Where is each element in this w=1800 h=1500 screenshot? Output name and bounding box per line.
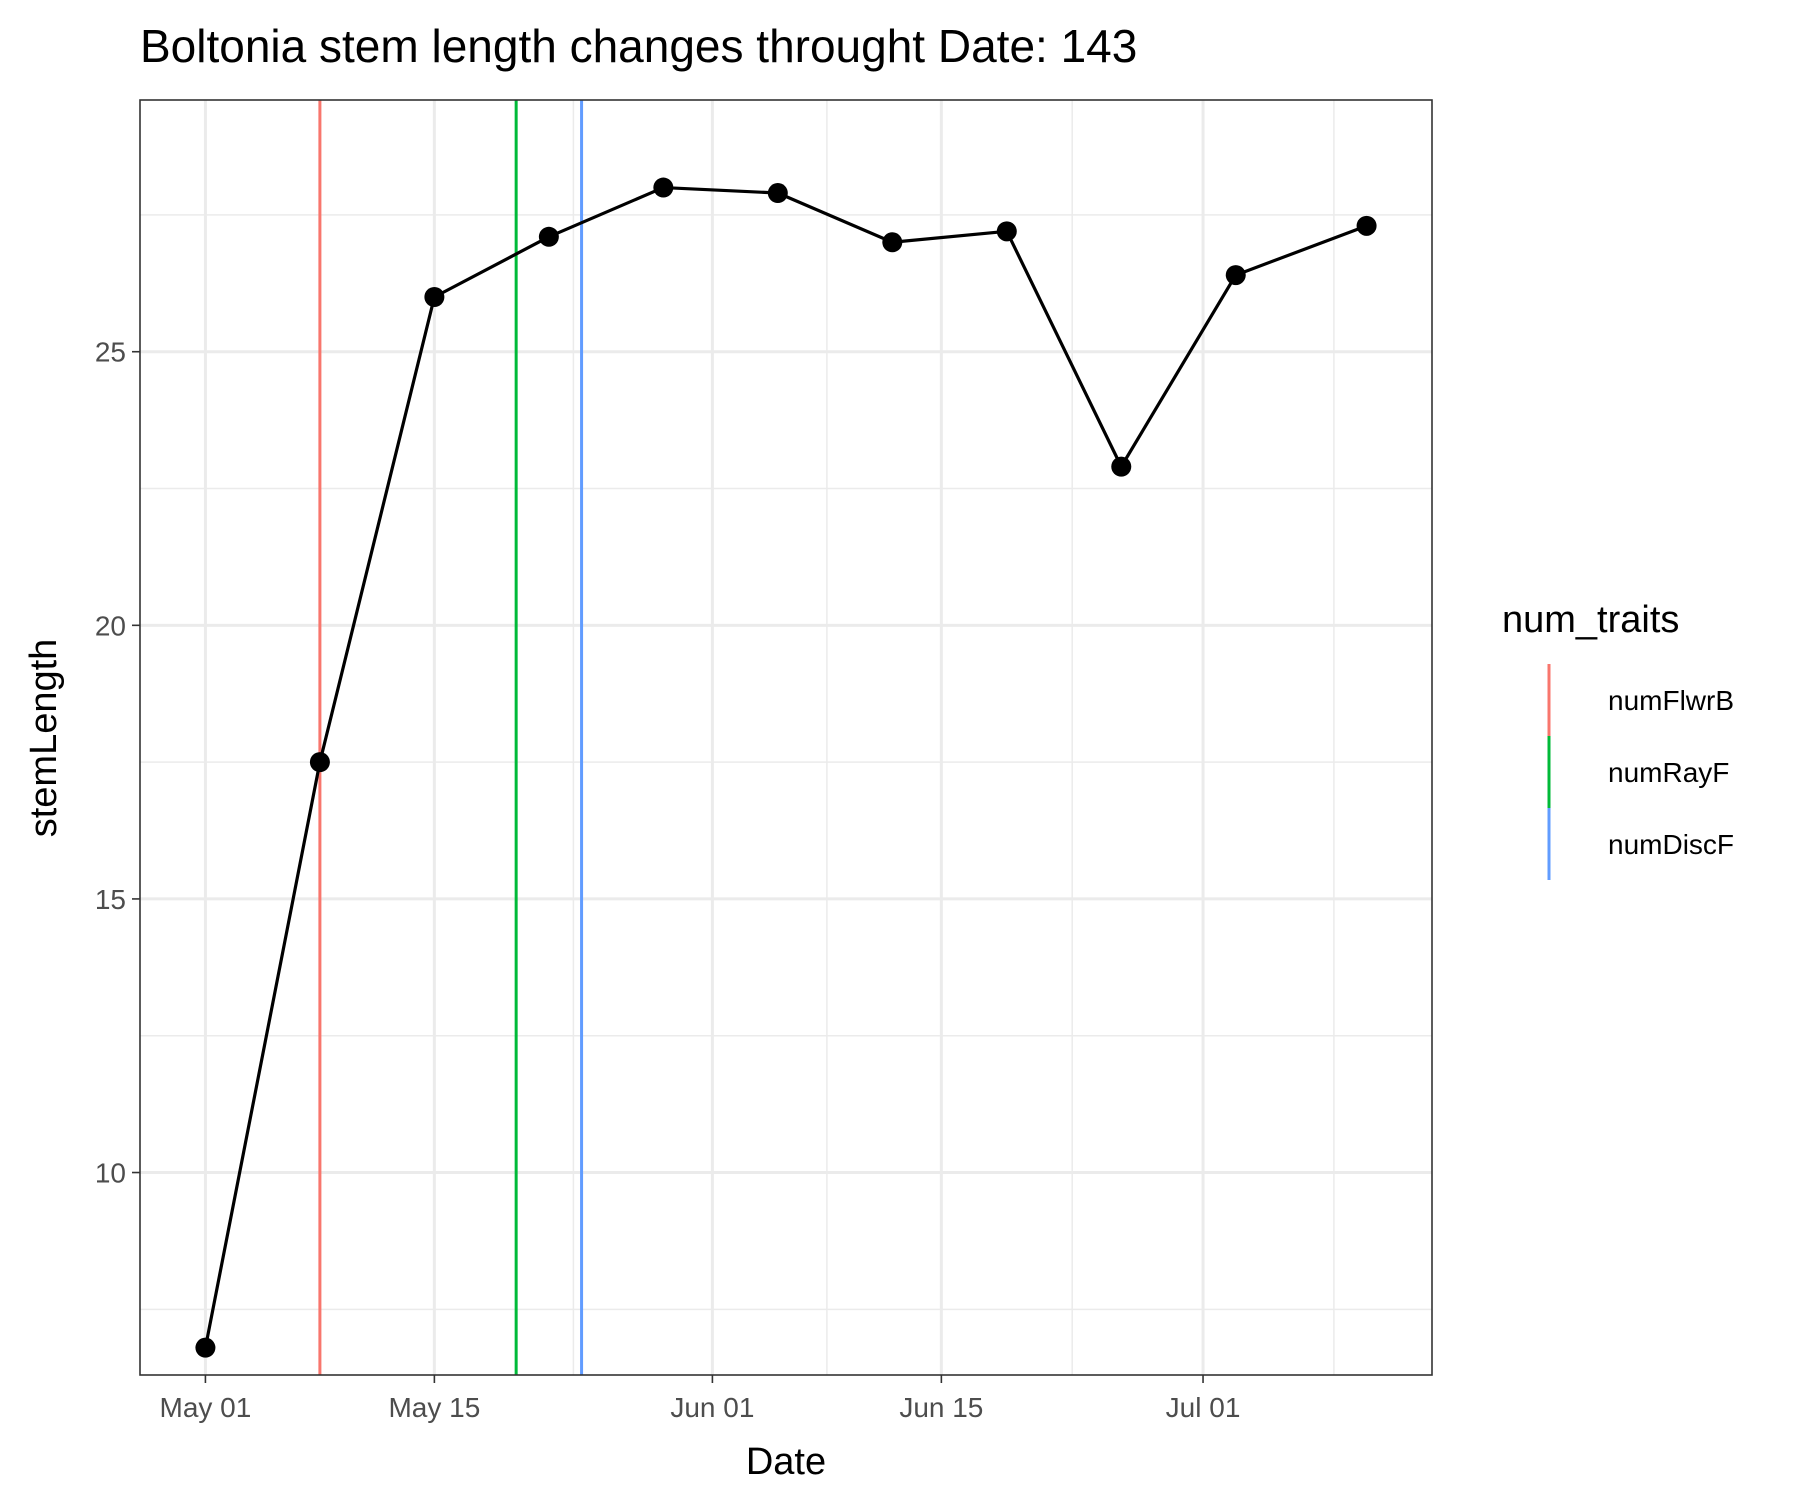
data-point xyxy=(1111,456,1132,477)
y-tick-label: 10 xyxy=(95,1158,126,1189)
data-point xyxy=(1356,215,1377,236)
data-point xyxy=(424,286,445,307)
x-tick-label: Jul 01 xyxy=(1166,1392,1241,1423)
data-point xyxy=(309,752,330,773)
legend-label: numFlwrB xyxy=(1608,685,1734,716)
data-point xyxy=(882,232,903,253)
x-tick-label: May 15 xyxy=(388,1392,480,1423)
chart-title: Boltonia stem length changes throught Da… xyxy=(140,20,1137,72)
x-axis: May 01 May 15 Jun 01 Jun 15 Jul 01 xyxy=(160,1375,1241,1423)
legend-label: numRayF xyxy=(1608,757,1729,788)
series-layer xyxy=(195,177,1377,1358)
data-point xyxy=(767,183,788,204)
trait-lines xyxy=(318,100,584,1375)
x-tick-label: May 01 xyxy=(160,1392,252,1423)
y-tick-label: 15 xyxy=(95,884,126,915)
plot-panel-border xyxy=(139,99,1433,1376)
y-axis-title: stemLength xyxy=(23,639,65,838)
legend: num_traits numFlwrB numRayF numDiscF xyxy=(1502,599,1734,880)
data-point xyxy=(195,1337,216,1358)
x-tick-label: Jun 01 xyxy=(670,1392,754,1423)
x-axis-title: Date xyxy=(746,1441,826,1483)
y-axis: 10 15 20 25 xyxy=(95,337,140,1189)
y-tick-label: 20 xyxy=(95,610,126,641)
data-point xyxy=(996,221,1017,242)
legend-label: numDiscF xyxy=(1608,829,1734,860)
data-point xyxy=(538,226,559,247)
grid xyxy=(140,100,1432,1375)
x-tick-label: Jun 15 xyxy=(899,1392,983,1423)
data-point xyxy=(653,177,674,198)
legend-title: num_traits xyxy=(1502,599,1679,641)
y-tick-label: 25 xyxy=(95,337,126,368)
data-point xyxy=(1225,265,1246,286)
